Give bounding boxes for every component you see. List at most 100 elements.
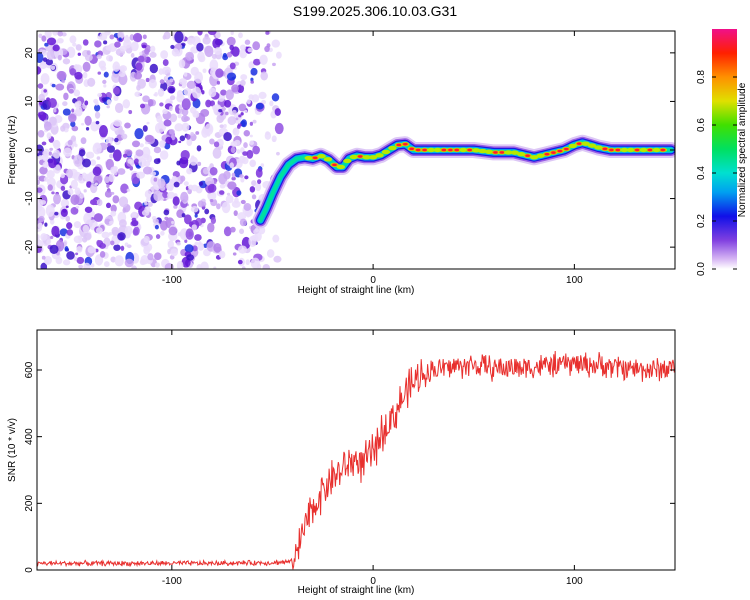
noise-blob bbox=[67, 139, 73, 146]
noise-blob bbox=[124, 225, 133, 236]
noise-blob bbox=[131, 219, 139, 227]
noise-blob bbox=[169, 78, 174, 83]
noise-blob bbox=[96, 239, 101, 246]
noise-blob bbox=[183, 88, 192, 96]
noise-blob bbox=[41, 35, 47, 42]
noise-blob bbox=[233, 210, 238, 217]
noise-blob bbox=[153, 177, 158, 182]
noise-blob bbox=[129, 166, 134, 171]
noise-blob bbox=[159, 79, 165, 85]
noise-blob bbox=[173, 181, 180, 188]
snr-frame bbox=[36, 329, 676, 571]
noise-blob bbox=[207, 183, 217, 193]
noise-blob bbox=[183, 72, 188, 77]
noise-blob bbox=[82, 61, 91, 72]
noise-blob bbox=[118, 70, 126, 78]
noise-blob bbox=[143, 245, 151, 255]
noise-blob bbox=[240, 74, 248, 81]
noise-blob bbox=[112, 61, 121, 72]
noise-blob bbox=[108, 220, 114, 225]
noise-blob bbox=[148, 79, 157, 89]
noise-blob bbox=[42, 57, 48, 62]
noise-blob bbox=[74, 143, 78, 148]
noise-blob bbox=[201, 201, 207, 207]
ridge-core bbox=[343, 158, 352, 164]
noise-blob bbox=[82, 224, 90, 234]
colorbar-tick-label: 0.4 bbox=[696, 166, 707, 180]
noise-blob bbox=[73, 154, 83, 167]
noise-blob bbox=[76, 256, 85, 264]
ridge-core bbox=[529, 155, 539, 160]
noise-blob bbox=[48, 97, 57, 108]
noise-blob bbox=[106, 54, 114, 62]
noise-blob bbox=[227, 116, 237, 126]
colorbar-label: Normalized spectral amplitude bbox=[737, 82, 748, 217]
noise-blob bbox=[95, 227, 103, 235]
noise-blob bbox=[37, 205, 42, 212]
noise-blob bbox=[194, 241, 199, 246]
noise-blob bbox=[202, 68, 207, 74]
noise-blob bbox=[137, 78, 147, 89]
noise-blob bbox=[252, 119, 257, 124]
noise-blob bbox=[38, 33, 43, 39]
noise-blob bbox=[50, 65, 56, 71]
noise-blob bbox=[65, 215, 71, 222]
colorbar-gradient bbox=[712, 29, 737, 269]
noise-blob bbox=[153, 158, 161, 165]
y-tick-label: 20 bbox=[24, 47, 35, 59]
noise-blob bbox=[43, 121, 52, 131]
noise-blob bbox=[70, 194, 80, 206]
noise-blob bbox=[239, 228, 245, 235]
noise-blob bbox=[41, 255, 46, 260]
ridge-peak bbox=[454, 148, 460, 152]
ridge-peak bbox=[422, 148, 427, 152]
y-tick-label: -10 bbox=[24, 191, 35, 206]
y-tick-label: 200 bbox=[24, 495, 35, 512]
noise-blob bbox=[239, 218, 247, 227]
noise-blob bbox=[196, 264, 203, 269]
noise-blob bbox=[48, 158, 57, 169]
noise-blob bbox=[196, 145, 202, 152]
noise-blob bbox=[93, 213, 103, 222]
noise-blob bbox=[181, 122, 190, 132]
noise-blob bbox=[194, 71, 204, 84]
colorbar-tick-label: 0.6 bbox=[696, 118, 707, 132]
noise-blob bbox=[186, 37, 194, 45]
noise-blob bbox=[250, 67, 258, 76]
noise-blob bbox=[131, 211, 137, 218]
noise-blob bbox=[54, 211, 59, 216]
noise-blob bbox=[159, 150, 169, 160]
ridge-peak bbox=[448, 148, 453, 152]
ridge-peak bbox=[660, 148, 666, 152]
ridge-core bbox=[368, 155, 378, 160]
ridge-peak bbox=[551, 151, 556, 154]
noise-blob bbox=[164, 263, 174, 269]
noise-blob bbox=[204, 176, 215, 186]
noise-blob bbox=[238, 155, 246, 164]
noise-blob bbox=[121, 133, 128, 140]
noise-blob bbox=[105, 202, 112, 209]
noise-blob bbox=[260, 71, 269, 81]
noise-blob bbox=[163, 119, 172, 127]
noise-blob bbox=[152, 218, 159, 224]
colorbar-ticks: 0.0 0.2 0.4 0.6 0.8 bbox=[696, 70, 737, 276]
noise-blob bbox=[237, 123, 242, 127]
noise-blob bbox=[252, 145, 260, 155]
noise-blob bbox=[154, 262, 160, 268]
noise-blob bbox=[207, 222, 215, 233]
x-tick-label: -100 bbox=[162, 275, 182, 286]
noise-blob bbox=[142, 34, 147, 40]
noise-blob bbox=[169, 255, 175, 260]
noise-blob bbox=[142, 166, 153, 175]
ridge-peak bbox=[602, 147, 608, 151]
noise-blob bbox=[190, 206, 199, 213]
noise-blob bbox=[194, 234, 202, 241]
noise-blob bbox=[185, 228, 194, 240]
noise-blob bbox=[113, 119, 123, 127]
noise-blob bbox=[98, 243, 106, 249]
noise-blob bbox=[180, 191, 189, 203]
snr-line bbox=[37, 350, 675, 570]
noise-blob bbox=[158, 68, 164, 75]
noise-blob bbox=[63, 147, 72, 157]
